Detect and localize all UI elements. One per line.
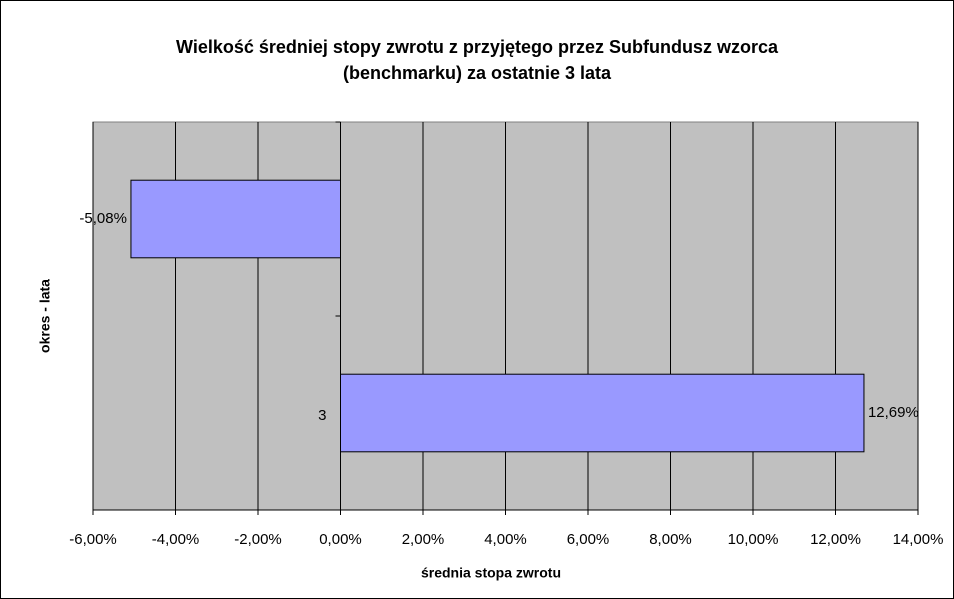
x-tick-label: 0,00% xyxy=(319,531,362,548)
y-tick-label: 3 xyxy=(318,407,326,424)
x-tick-label: 14,00% xyxy=(893,531,944,548)
x-tick-label: -6,00% xyxy=(69,531,117,548)
x-tick-label: 12,00% xyxy=(810,531,861,548)
chart-title: Wielkość średniej stopy zwrotu z przyjęt… xyxy=(176,37,778,83)
x-axis-label: średnia stopa zwrotu xyxy=(421,565,561,581)
x-tick-label: 6,00% xyxy=(567,531,610,548)
x-tick-label: -4,00% xyxy=(152,531,200,548)
x-tick-label: 8,00% xyxy=(649,531,692,548)
x-tick-label: 2,00% xyxy=(402,531,445,548)
value-label: -5,08% xyxy=(79,210,127,227)
x-tick-label: 10,00% xyxy=(728,531,779,548)
x-tick-label: -2,00% xyxy=(234,531,282,548)
bar xyxy=(340,373,865,453)
value-label: 12,69% xyxy=(868,404,919,421)
y-axis-label: okres - lata xyxy=(37,279,53,353)
x-tick-label: 4,00% xyxy=(484,531,527,548)
bar xyxy=(130,179,341,259)
